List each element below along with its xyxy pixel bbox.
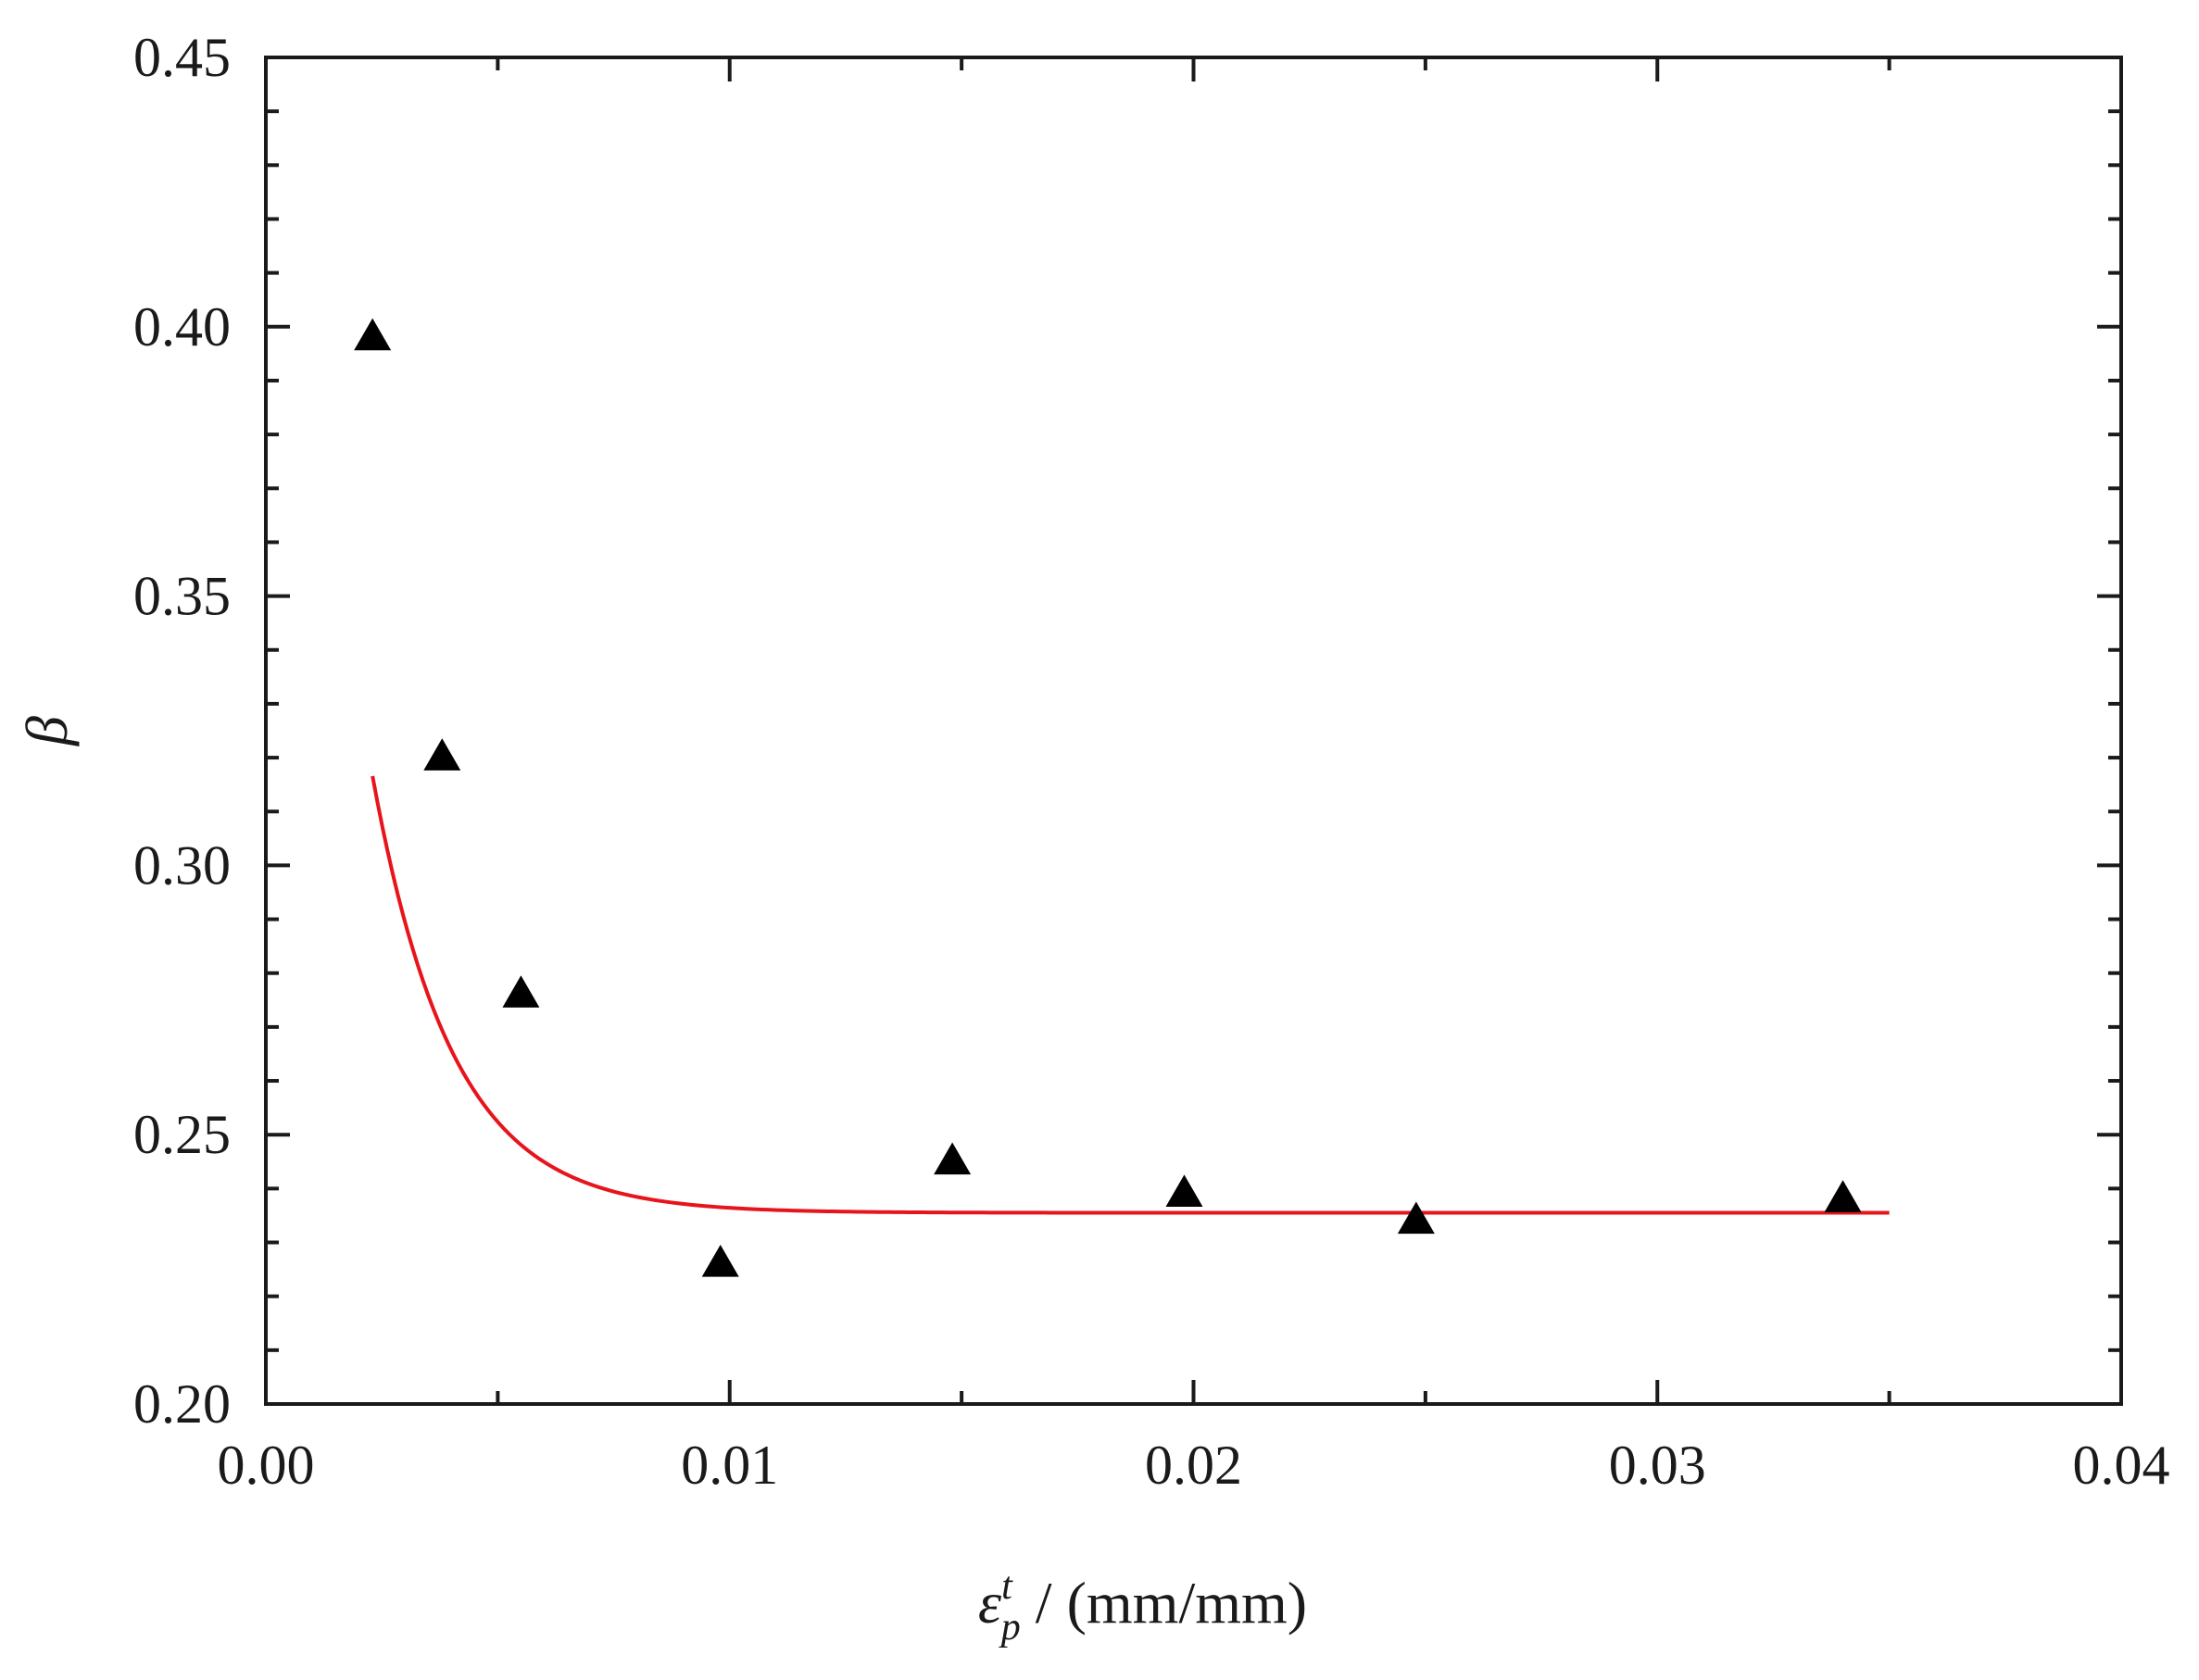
data-point-4 bbox=[701, 1245, 739, 1277]
x-axis-subscript: p bbox=[999, 1606, 1021, 1649]
data-point-2 bbox=[423, 738, 461, 771]
x-tick-label: 0.03 bbox=[1609, 1435, 1706, 1496]
y-tick-label: 0.20 bbox=[133, 1373, 231, 1435]
x-tick-label: 0.04 bbox=[2073, 1435, 2170, 1496]
y-tick-label: 0.35 bbox=[133, 566, 231, 627]
data-points bbox=[354, 318, 1862, 1277]
plot-frame bbox=[264, 56, 2123, 1406]
x-tick-labels: 0.00 0.01 0.02 0.03 0.04 bbox=[218, 1435, 2170, 1496]
x-axis-unit: / (mm/mm) bbox=[1021, 1570, 1307, 1636]
data-point-5 bbox=[934, 1142, 972, 1175]
y-tick-label: 0.30 bbox=[133, 834, 231, 896]
y-tick-labels: 0.20 0.25 0.30 0.35 0.40 0.45 bbox=[133, 27, 231, 1435]
x-tick-label: 0.01 bbox=[681, 1435, 778, 1496]
fit-curve bbox=[371, 775, 1890, 1215]
x-axis-symbol: ε bbox=[978, 1570, 1002, 1636]
ticks-layer bbox=[264, 56, 2123, 1406]
data-point-8 bbox=[1824, 1180, 1862, 1212]
y-tick-label: 0.45 bbox=[133, 27, 231, 88]
x-axis-superscript: t bbox=[1001, 1565, 1013, 1608]
data-point-7 bbox=[1397, 1201, 1435, 1235]
x-tick-label: 0.02 bbox=[1145, 1435, 1242, 1496]
y-axis-title: β bbox=[14, 716, 80, 747]
data-point-3 bbox=[502, 975, 540, 1008]
x-tick-label: 0.00 bbox=[218, 1435, 315, 1496]
y-tick-label: 0.25 bbox=[133, 1104, 231, 1165]
x-axis-title: εt p / (mm/mm) bbox=[978, 1565, 1307, 1649]
y-tick-label: 0.40 bbox=[133, 296, 231, 357]
data-point-6 bbox=[1165, 1174, 1203, 1208]
data-point-1 bbox=[354, 318, 392, 351]
